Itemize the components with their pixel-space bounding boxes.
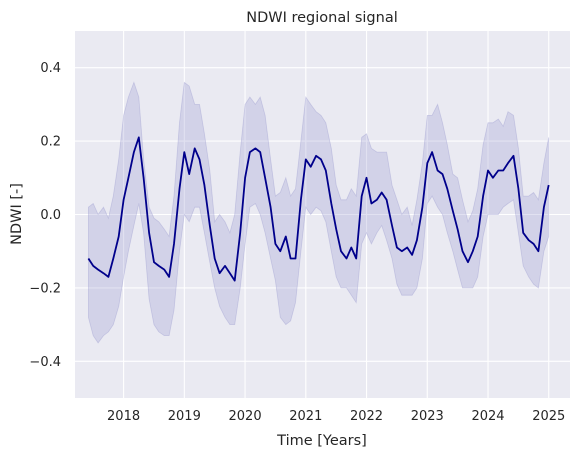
y-tick-label: 0.4 <box>40 61 61 76</box>
y-tick-label: 0.2 <box>40 135 61 150</box>
y-tick-label: −0.4 <box>29 355 61 370</box>
x-tick-label: 2024 <box>471 409 504 424</box>
y-ticks: −0.4 −0.2 0.0 0.2 0.4 <box>29 61 61 370</box>
line-layer <box>87 136 550 282</box>
y-tick-label: −0.2 <box>29 281 61 296</box>
x-tick-label: 2022 <box>350 409 383 424</box>
x-axis-title: Time [Years] <box>276 433 367 449</box>
y-axis-title: NDWI [-] <box>9 183 25 245</box>
chart-title: NDWI regional signal <box>246 10 398 26</box>
y-tick-label: 0.0 <box>40 208 61 223</box>
series-line <box>87 136 550 282</box>
x-tick-label: 2020 <box>229 409 262 424</box>
x-ticks: 2018 2019 2020 2021 2022 2023 2024 2025 <box>107 409 565 424</box>
x-tick-label: 2019 <box>168 409 201 424</box>
x-tick-label: 2018 <box>107 409 140 424</box>
x-tick-label: 2025 <box>532 409 565 424</box>
band-layer <box>88 81 550 344</box>
grid <box>75 31 570 398</box>
x-tick-label: 2021 <box>289 409 322 424</box>
confidence-band <box>88 81 550 344</box>
x-tick-label: 2023 <box>411 409 444 424</box>
